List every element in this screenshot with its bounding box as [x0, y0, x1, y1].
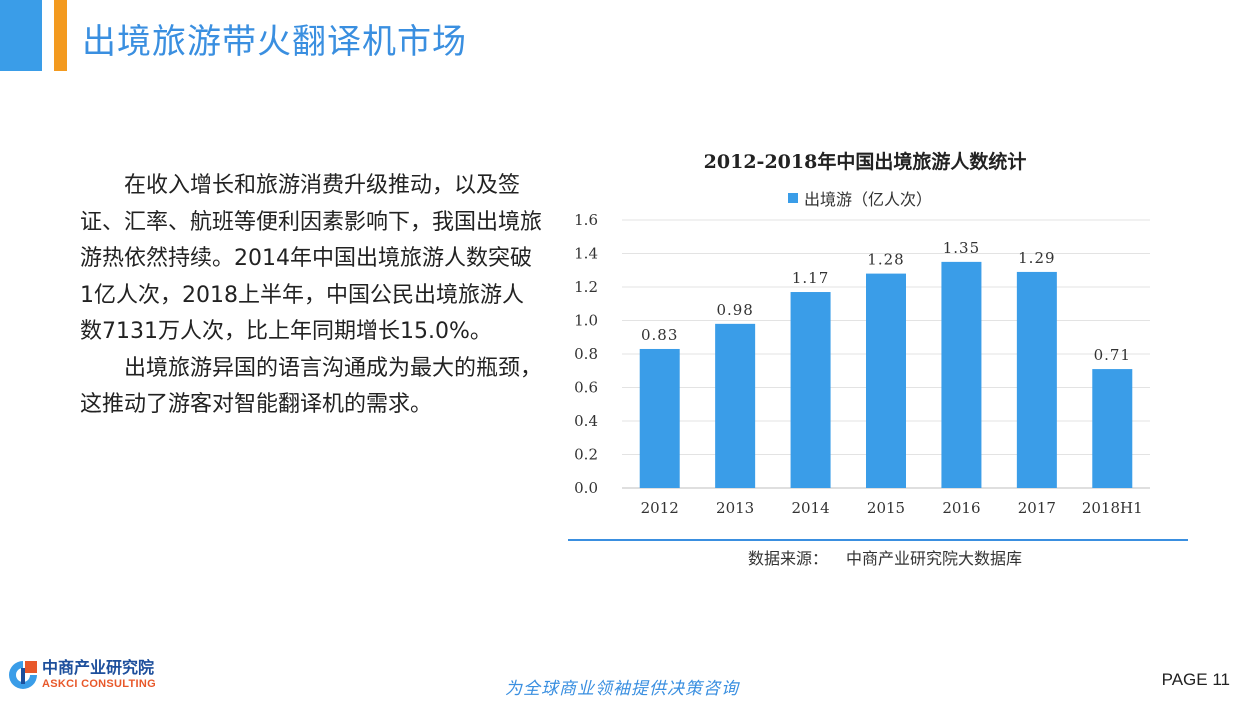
x-tick-label: 2017	[1018, 499, 1056, 517]
logo-name-en: ASKCI CONSULTING	[42, 678, 156, 690]
y-tick-label: 0.6	[574, 379, 598, 397]
bar	[639, 348, 680, 488]
x-tick-label: 2013	[716, 499, 754, 517]
body-paragraph-2: 出境旅游异国的语言沟通成为最大的瓶颈，这推动了游客对智能翻译机的需求。	[80, 355, 543, 418]
x-tick-label: 2018H1	[1082, 499, 1143, 517]
y-tick-label: 1.0	[574, 312, 598, 330]
source-value: 中商产业研究院大数据库	[846, 549, 1023, 568]
header-accent-orange-bar	[54, 0, 67, 71]
x-tick-label: 2012	[641, 499, 679, 517]
body-text: 在收入增长和旅游消费升级推动，以及签证、汇率、航班等便利因素影响下，我国出境旅游…	[80, 168, 542, 424]
data-label: 0.71	[1094, 346, 1131, 364]
bar	[790, 292, 831, 488]
data-label: 1.17	[792, 269, 829, 287]
page-title: 出境旅游带火翻译机市场	[82, 22, 467, 62]
data-label: 1.35	[943, 239, 980, 257]
x-tick-label: 2014	[791, 499, 829, 517]
chart-title: 2012-2018年中国出境旅游人数统计	[703, 151, 1027, 173]
chart-legend: 出境游（亿人次）	[788, 186, 932, 210]
legend-label: 出境游（亿人次）	[804, 190, 933, 209]
y-tick-label: 1.4	[574, 245, 598, 263]
header-accent-blue-bar	[0, 0, 42, 71]
data-label: 0.98	[716, 301, 753, 319]
y-tick-label: 0.8	[574, 345, 598, 363]
y-tick-label: 0.0	[574, 479, 598, 497]
logo-name-cn: 中商产业研究院	[42, 658, 155, 677]
y-tick-label: 0.4	[574, 412, 598, 430]
data-label: 1.28	[867, 251, 904, 269]
data-label: 1.29	[1018, 249, 1055, 267]
bar	[715, 323, 756, 488]
footer-slogan: 为全球商业领袖提供决策咨询	[505, 679, 739, 699]
y-tick-label: 0.2	[574, 446, 598, 464]
source-divider	[568, 539, 1188, 541]
data-label: 0.83	[641, 326, 678, 344]
bar	[866, 273, 906, 488]
logo-icon	[9, 661, 37, 689]
body-paragraph-1: 在收入增长和旅游消费升级推动，以及签证、汇率、航班等便利因素影响下，我国出境旅游…	[80, 173, 543, 344]
company-logo: 中商产业研究院 ASKCI CONSULTING	[6, 658, 156, 692]
bar	[1016, 271, 1057, 488]
x-tick-label: 2015	[867, 499, 905, 517]
bar-chart: 0.0 0.2 0.4 0.6 0.8 1.0 1.2 1.4 1.6 0.83 2012 0.98 2…	[574, 211, 1150, 517]
bar	[941, 261, 982, 488]
y-tick-label: 1.6	[574, 211, 598, 229]
bar	[1092, 369, 1133, 488]
data-source: 数据来源： 中商产业研究院大数据库	[748, 545, 1040, 569]
y-tick-label: 1.2	[574, 278, 598, 296]
x-tick-label: 2016	[942, 499, 980, 517]
legend-swatch	[788, 193, 798, 203]
source-label: 数据来源：	[748, 549, 829, 568]
page-number: PAGE 11	[1161, 670, 1230, 689]
